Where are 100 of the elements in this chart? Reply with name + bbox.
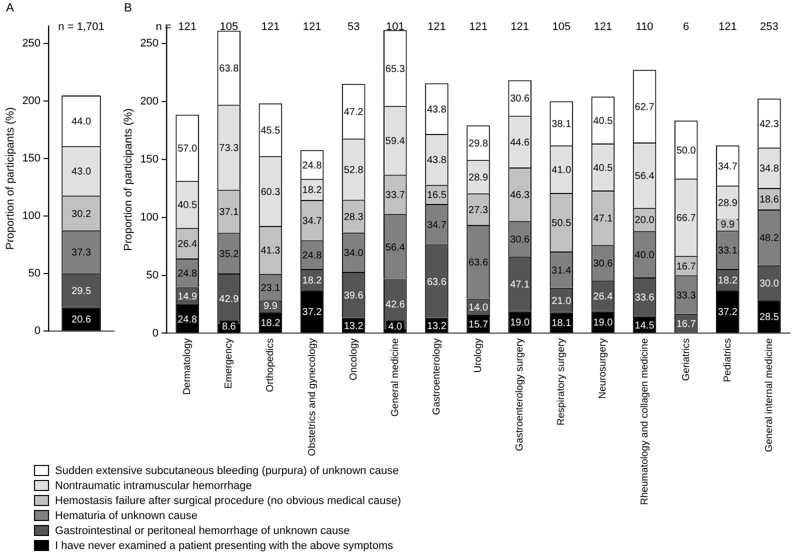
data-label: 59.4: [385, 136, 406, 148]
data-label: 16.7: [676, 319, 696, 330]
x-tick-label: Pediatrics: [722, 338, 734, 382]
data-label: 38.1: [552, 119, 572, 130]
data-label: 18.2: [302, 275, 322, 286]
data-label: 42.3: [759, 118, 780, 130]
annotation: 110: [636, 21, 654, 33]
y-axis-title: Proportion of participants (%): [122, 108, 135, 251]
data-label: 62.7: [634, 102, 655, 113]
legend-label: I have never examined a patient presenting with the above symptoms: [55, 540, 394, 552]
x-tick-label: Gastroenterology surgery: [514, 338, 526, 452]
x-tick-label: Urology: [473, 338, 484, 373]
x-tick-label: General internal medicine: [764, 338, 775, 452]
data-label: 24.8: [178, 314, 198, 326]
data-label: 37.2: [718, 307, 738, 318]
data-label: 34.7: [718, 161, 738, 172]
annotation: 121: [718, 21, 737, 33]
data-label: 48.2: [759, 233, 780, 244]
data-label: 18.2: [302, 185, 322, 196]
data-label: 47.1: [510, 280, 530, 291]
y-tick-label: 250: [22, 37, 41, 50]
annotation: 121: [178, 21, 197, 33]
data-label: 33.7: [385, 190, 406, 202]
data-label: 23.1: [260, 283, 281, 294]
chart-title: A: [6, 0, 14, 14]
data-label: 35.2: [219, 248, 240, 260]
data-label: 31.4: [552, 265, 572, 276]
y-tick-label: 0: [152, 327, 159, 340]
data-label: 63.8: [219, 63, 240, 74]
data-label: 20.0: [634, 215, 655, 226]
data-label: 13.2: [344, 321, 364, 332]
x-tick-label: Respiratory surgery: [556, 338, 568, 426]
x-tick-label: Dermatology: [182, 338, 194, 395]
chart-title: B: [124, 0, 132, 14]
y-tick-label: 0: [34, 325, 41, 338]
annotation: 101: [386, 21, 404, 33]
data-label: 14.9: [178, 292, 198, 303]
data-label: 28.3: [344, 212, 364, 223]
data-label: 29.5: [72, 286, 92, 298]
data-label: 44.6: [510, 137, 530, 148]
data-label: 47.1: [593, 214, 614, 225]
legend-label: Hemostasis failure after surgical procedure (no obvious medical cause): [55, 494, 402, 506]
annotation: 105: [552, 21, 571, 33]
data-label: 42.9: [219, 294, 240, 306]
data-label: 33.3: [676, 290, 696, 302]
data-label: 20.6: [72, 314, 92, 326]
data-label: 28.5: [759, 312, 780, 324]
x-tick-label: Gastroenterology: [431, 338, 442, 415]
data-label: 45.5: [260, 125, 281, 136]
data-label: 24.8: [178, 268, 198, 280]
data-label: 63.6: [426, 276, 447, 288]
data-label: 28.9: [468, 172, 488, 184]
data-label: 26.4: [593, 292, 614, 303]
data-label: 37.3: [72, 248, 92, 259]
data-label: 41.3: [260, 246, 281, 257]
y-tick-label: 50: [146, 269, 159, 282]
data-label: 50.0: [676, 145, 696, 156]
data-label: 56.4: [385, 242, 406, 254]
data-label: 63.6: [468, 258, 488, 269]
data-label: 34.8: [759, 164, 780, 175]
x-tick-label: Orthopedics: [265, 338, 276, 392]
data-label: 47.2: [344, 106, 364, 118]
annotation: 121: [469, 21, 488, 33]
data-label: 15.7: [468, 320, 488, 331]
data-label: 34.0: [344, 248, 364, 260]
data-label: 9.9: [264, 300, 278, 312]
legend-label: Hematuria of unknown cause: [55, 510, 198, 522]
y-tick-label: 250: [140, 37, 159, 50]
data-label: 41.0: [552, 164, 572, 176]
annotation: 105: [220, 21, 238, 33]
data-label: 56.4: [634, 170, 655, 182]
y-tick-label: 200: [22, 94, 41, 107]
annotation: 121: [261, 21, 280, 33]
data-label: 57.0: [178, 144, 198, 155]
data-label: 40.5: [593, 116, 614, 127]
annotation: 53: [347, 21, 360, 33]
x-tick-label: Obstetrics and gynecology: [306, 338, 318, 456]
data-label: 16.5: [426, 190, 447, 202]
y-tick-label: 100: [140, 211, 159, 224]
annotation: 253: [760, 21, 778, 33]
data-label: 60.3: [260, 186, 281, 198]
data-label: 40.5: [178, 200, 198, 212]
data-label: 27.3: [468, 204, 488, 216]
legend-label: Nontraumatic intramuscular hemorrhage: [55, 480, 252, 492]
annotation: n = 1,701: [58, 21, 104, 33]
x-tick-label: Oncology: [348, 338, 360, 380]
data-label: 14.0: [468, 302, 488, 314]
data-label: 28.9: [718, 198, 738, 210]
y-tick-label: 200: [140, 95, 159, 108]
data-label: 37.2: [302, 307, 322, 318]
data-label: 13.2: [426, 321, 447, 332]
data-label: 21.0: [552, 296, 572, 307]
annotation: 121: [302, 21, 322, 33]
y-tick-label: 150: [22, 152, 41, 164]
annotation: 121: [428, 21, 446, 33]
legend-label: Sudden extensive subcutaneous bleeding (purpura) of unknown cause: [55, 464, 399, 476]
data-label: 30.6: [510, 94, 530, 105]
annotation: 121: [594, 21, 612, 33]
x-tick-label: Rheumatology and collagen medicine: [639, 338, 650, 506]
data-label: 43.8: [426, 104, 447, 116]
